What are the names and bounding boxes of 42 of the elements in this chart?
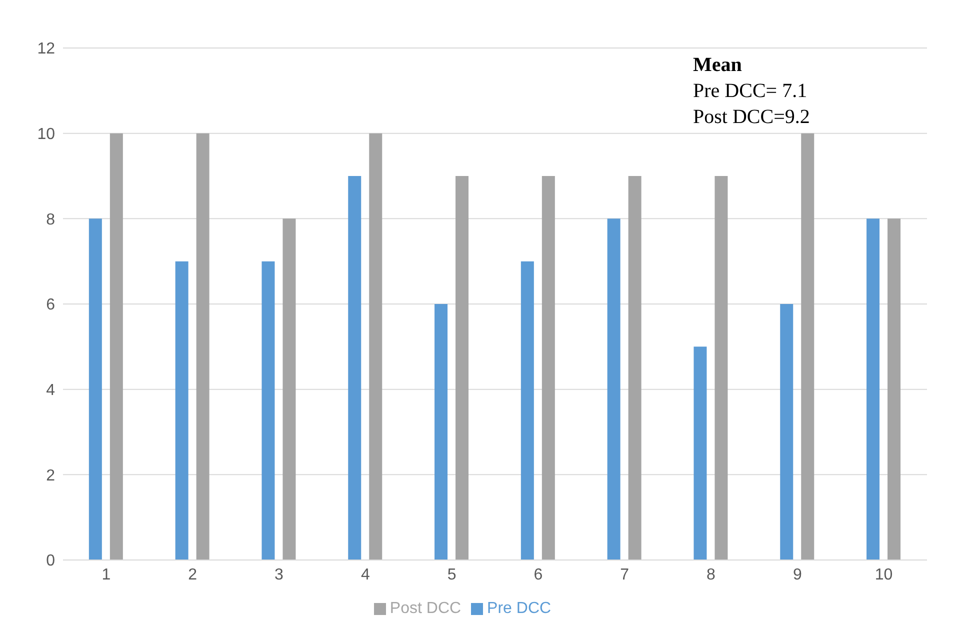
legend-label: Pre DCC xyxy=(487,600,552,617)
bar xyxy=(866,218,880,560)
bar xyxy=(520,261,534,560)
y-tick-label: 12 xyxy=(37,40,56,58)
x-tick-label: 4 xyxy=(360,566,370,584)
bar xyxy=(801,133,814,560)
annotation: Post DCC=9.2 xyxy=(693,105,810,130)
x-tick-label: 2 xyxy=(188,566,198,584)
x-tick-label: 5 xyxy=(447,566,456,584)
x-tick-label: 3 xyxy=(274,566,284,584)
y-tick-label: 4 xyxy=(46,382,56,400)
y-tick-label: 2 xyxy=(46,467,56,484)
x-tick-label: 9 xyxy=(792,566,802,584)
x-tick-label: 1 xyxy=(102,566,111,584)
x-tick-label: 10 xyxy=(874,566,893,584)
bar xyxy=(888,218,901,560)
bar xyxy=(434,304,448,560)
bar xyxy=(175,261,188,560)
annotation: Mean xyxy=(693,53,743,78)
y-tick-label: 10 xyxy=(37,126,56,144)
bar xyxy=(714,176,728,560)
bar xyxy=(694,346,707,560)
bar xyxy=(369,133,382,560)
bar xyxy=(282,218,296,560)
y-tick-label: 0 xyxy=(46,552,56,570)
annotation: Pre DCC= 7.1 xyxy=(693,79,808,104)
y-tick-label: 8 xyxy=(46,211,56,228)
bar xyxy=(542,176,555,560)
bar xyxy=(88,218,102,560)
bar xyxy=(456,176,469,560)
bar xyxy=(196,133,210,560)
bar xyxy=(607,218,620,560)
x-tick-label: 8 xyxy=(706,566,716,584)
x-tick-label: 7 xyxy=(620,566,630,584)
legend-label: Post DCC xyxy=(390,600,462,617)
x-tick-label: 6 xyxy=(534,566,543,584)
bar xyxy=(780,304,794,560)
bar xyxy=(262,261,275,560)
bar xyxy=(348,176,362,560)
bar xyxy=(628,176,642,560)
y-tick-label: 6 xyxy=(46,296,56,314)
bar xyxy=(110,133,123,560)
